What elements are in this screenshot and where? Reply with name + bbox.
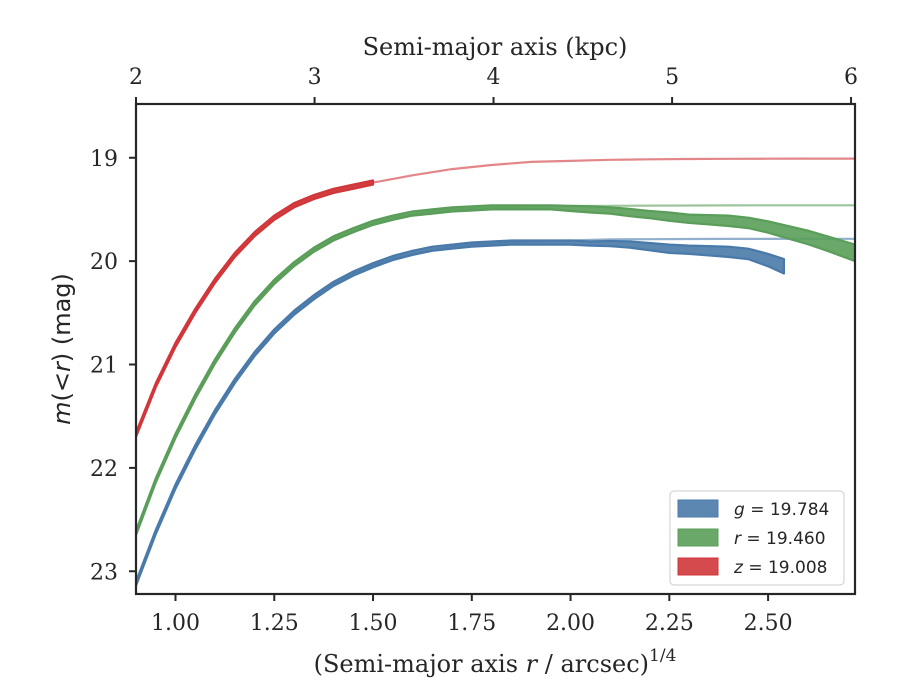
data-band-z	[136, 179, 375, 438]
bottom-axis-title: (Semi-major axis r / arcsec)1/4	[314, 646, 677, 678]
x-tick-label: 2.50	[744, 611, 793, 636]
x-tick-label: 1.50	[349, 611, 398, 636]
top-axis: 2 3 4 5 6	[129, 65, 858, 104]
xlabel-sup: 1/4	[649, 646, 676, 666]
x-tick-label: 2.00	[546, 611, 595, 636]
y-tick-label: 23	[90, 560, 118, 585]
legend-swatch-r	[677, 528, 719, 547]
y-tick-label: 20	[90, 250, 118, 275]
model-line-z	[136, 157, 855, 436]
data-band-g	[136, 239, 786, 587]
bottom-axis: 1.00 1.25 1.50 1.75 2.00 2.25 2.50	[151, 594, 793, 636]
left-axis: 19 20 21 22 23	[90, 147, 136, 585]
ylabel-suffix: ) (mag)	[48, 273, 76, 362]
legend-swatch-g	[677, 499, 719, 518]
legend-label-g: g = 19.784	[734, 500, 829, 520]
xlabel-var: r	[526, 650, 539, 678]
top-tick-label: 5	[665, 65, 679, 90]
top-tick-label: 6	[844, 65, 858, 90]
ylabel-mid: (<	[48, 372, 76, 401]
top-axis-title: Semi-major axis (kpc)	[363, 33, 628, 61]
left-axis-title: m(<r) (mag)	[48, 273, 76, 425]
y-tick-label: 21	[90, 354, 118, 379]
series-layer	[136, 157, 855, 587]
ylabel-var: m	[48, 402, 76, 425]
x-tick-label: 1.00	[151, 611, 200, 636]
data-band-r	[136, 204, 855, 537]
xlabel-prefix: (Semi-major axis	[314, 650, 526, 678]
x-tick-label: 1.75	[447, 611, 496, 636]
top-tick-label: 3	[308, 65, 322, 90]
legend: g = 19.784 r = 19.460 z = 19.008	[669, 490, 845, 586]
xlabel-mid: / arcsec)	[537, 650, 649, 678]
top-tick-label: 4	[487, 65, 501, 90]
y-tick-label: 19	[90, 147, 118, 172]
ylabel-var2: r	[48, 360, 76, 372]
legend-label-r: r = 19.460	[734, 529, 826, 549]
plot-frame	[134, 102, 857, 596]
legend-label-z: z = 19.008	[733, 558, 827, 578]
top-tick-label: 2	[129, 65, 143, 90]
x-tick-label: 1.25	[250, 611, 299, 636]
y-tick-label: 22	[90, 457, 118, 482]
legend-swatch-z	[677, 557, 719, 576]
x-tick-label: 2.25	[645, 611, 694, 636]
